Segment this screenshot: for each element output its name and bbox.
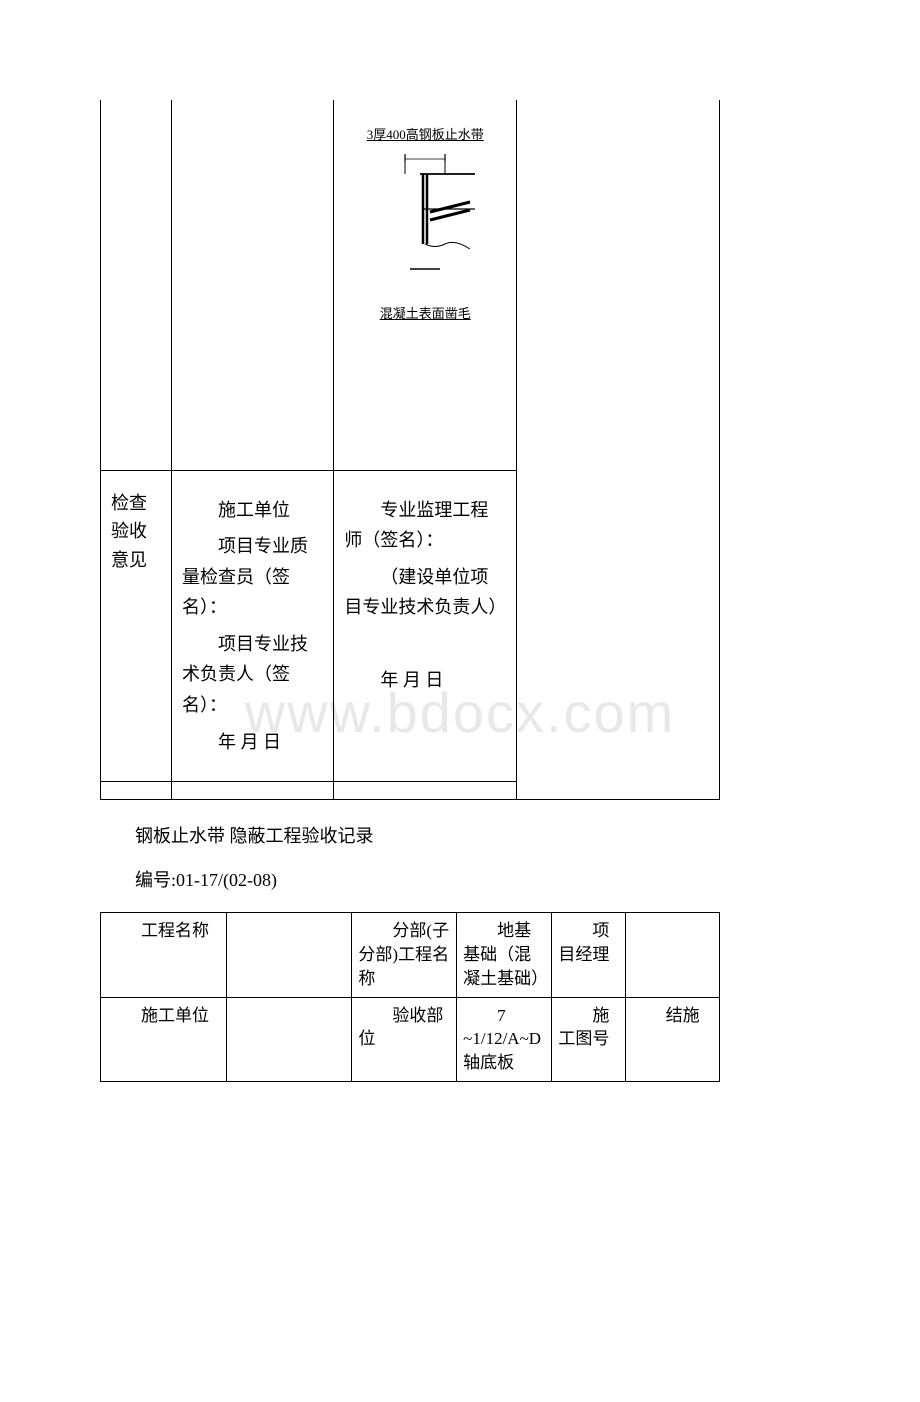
supervisor-empty-line xyxy=(344,629,506,660)
owner-tech-lead-label: （建设单位项目专业技术负责人） xyxy=(344,562,506,623)
diagram-bottom-label: 混凝土表面凿毛 xyxy=(344,304,506,325)
diagram-top-label: 3厚400高钢板止水带 xyxy=(344,125,506,146)
project-name-label: 工程名称 xyxy=(101,913,227,997)
supervisor-engineer-label: 专业监理工程师（签名）： xyxy=(344,495,506,556)
drawing-number-value: 结施 xyxy=(625,997,719,1081)
acceptance-part-label: 验收部位 xyxy=(352,997,457,1081)
project-name-value xyxy=(226,913,352,997)
diagram-cell: 3厚400高钢板止水带 xyxy=(334,100,517,470)
empty-footer-row xyxy=(101,782,720,800)
review-row: 检查验收意见 施工单位 项目专业质量检查员（签名）： 项目专业技术负责人（签名）… xyxy=(101,470,720,782)
division-name-value: 地基基础（混凝土基础） xyxy=(457,913,552,997)
review-opinion-label: 检查验收意见 xyxy=(101,470,172,782)
construction-unit-label: 施工单位 xyxy=(101,997,227,1081)
form-row-2: 施工单位 验收部位 7~1/12/A~D轴底板 施工图号 结施 xyxy=(101,997,720,1081)
supervisor-date-label: 年 月 日 xyxy=(344,665,506,696)
record-code: 编号:01-17/(02-08) xyxy=(135,866,920,892)
division-name-label: 分部(子分部)工程名称 xyxy=(352,913,457,997)
drawing-number-label: 施工图号 xyxy=(552,997,625,1081)
project-manager-label: 项目经理 xyxy=(552,913,625,997)
project-manager-value xyxy=(625,913,719,997)
review-empty-right xyxy=(517,470,720,782)
tech-lead-signature-label: 项目专业技术负责人（签名）： xyxy=(182,629,323,721)
quality-inspector-signature-label: 项目专业质量检查员（签名）： xyxy=(182,531,323,623)
supervisor-signature-cell: 专业监理工程师（签名）： （建设单位项目专业技术负责人） 年 月 日 xyxy=(334,470,517,782)
diagram-empty-right xyxy=(517,100,720,470)
waterstop-diagram xyxy=(375,154,475,294)
acceptance-part-value: 7~1/12/A~D轴底板 xyxy=(457,997,552,1081)
record-form-table: 工程名称 分部(子分部)工程名称 地基基础（混凝土基础） 项目经理 施工单位 验… xyxy=(100,912,720,1082)
diagram-empty-left xyxy=(101,100,172,470)
construction-unit-label: 施工单位 xyxy=(182,495,323,526)
construction-date-label: 年 月 日 xyxy=(182,727,323,758)
form-row-1: 工程名称 分部(子分部)工程名称 地基基础（混凝土基础） 项目经理 xyxy=(101,913,720,997)
construction-unit-value xyxy=(226,997,352,1081)
record-title: 钢板止水带 隐蔽工程验收记录 xyxy=(135,822,920,848)
inspection-table-upper: 3厚400高钢板止水带 xyxy=(100,100,720,800)
construction-signature-cell: 施工单位 项目专业质量检查员（签名）： 项目专业技术负责人（签名）： 年 月 日 xyxy=(172,470,334,782)
diagram-empty-mid xyxy=(172,100,334,470)
